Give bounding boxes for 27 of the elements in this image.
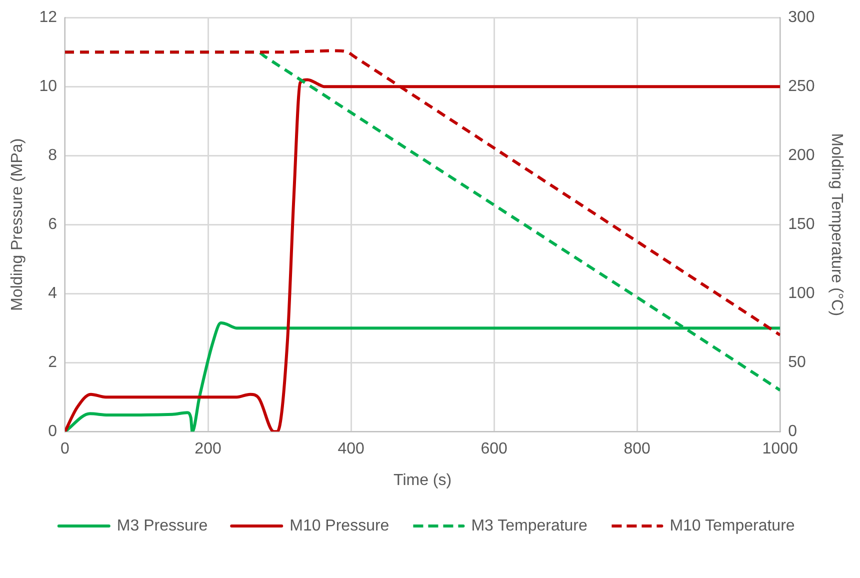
x-tick-label: 1000 [762, 440, 798, 458]
x-tick-label: 200 [194, 440, 222, 458]
x-tick-label: 600 [480, 440, 508, 458]
y-tick-label: 6 [48, 216, 58, 234]
y-tick-label: 10 [39, 78, 58, 96]
x-tick-label: 400 [338, 440, 364, 458]
y2-tick-label: 100 [788, 285, 815, 302]
y-tick-label: 2 [48, 354, 58, 372]
legend-label: M10 Temperature [670, 517, 795, 534]
x-tick-label: 800 [624, 440, 651, 458]
legend-label: M10 Pressure [290, 517, 390, 534]
y2-tick-label: 50 [788, 354, 806, 372]
y-tick-label: 0 [48, 423, 58, 440]
y2-axis-title: Molding Temperature (°C) [828, 133, 845, 316]
x-axis-title: Time (s) [394, 472, 452, 489]
y2-tick-label: 250 [788, 78, 815, 96]
y-tick-label: 4 [48, 285, 58, 302]
legend-label: M3 Pressure [116, 517, 208, 534]
y-tick-label: 8 [48, 147, 58, 164]
y-tick-label: 12 [39, 9, 58, 26]
y2-tick-label: 300 [788, 9, 815, 26]
legend-label: M3 Temperature [471, 517, 588, 534]
x-tick-label: 0 [60, 440, 70, 458]
y2-tick-label: 0 [788, 423, 798, 440]
y2-tick-label: 200 [788, 147, 815, 164]
y-axis-title: Molding Pressure (MPa) [9, 138, 26, 311]
y2-tick-label: 150 [788, 216, 815, 234]
